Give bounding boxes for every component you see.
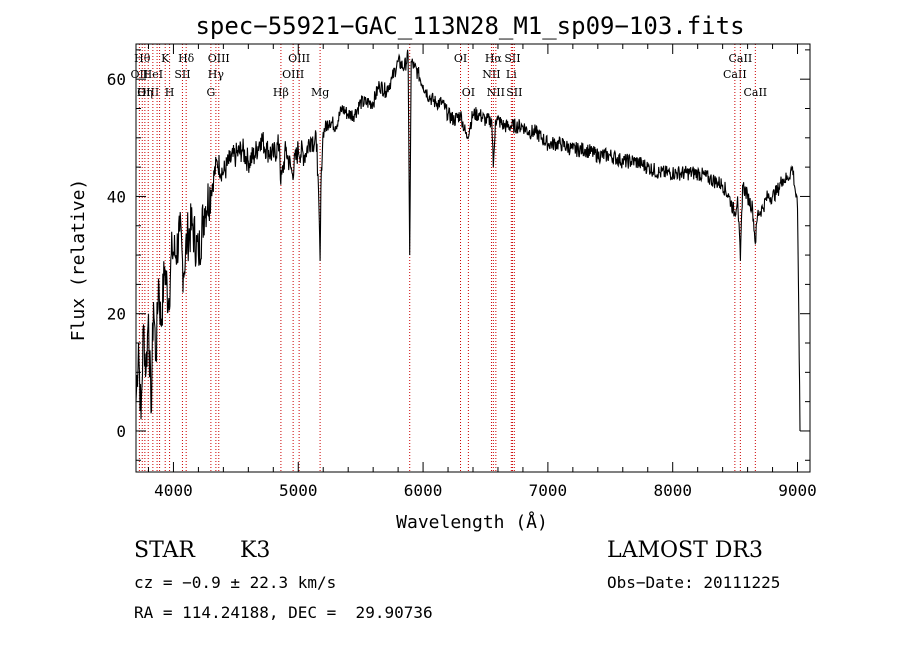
line-marker-label: CaII	[743, 86, 767, 99]
line-marker-label: Hθ	[134, 52, 151, 65]
axes: 4000 5000 6000 7000 8000 9000 0 20 40 60	[107, 44, 817, 500]
object-subclass: K3	[240, 538, 271, 563]
x-tick-label: 8000	[653, 481, 692, 500]
spectral-line-markers: OIIHθHηOIIIHeIKHSIIHδGHγOIIIHβOIIIOIIIMg…	[131, 44, 767, 472]
x-tick-label: 4000	[154, 481, 193, 500]
line-marker-label: CaII	[729, 52, 753, 65]
line-marker-label: OII	[131, 68, 149, 81]
line-marker-label: HeI	[143, 68, 163, 81]
x-tick-label: 6000	[404, 481, 443, 500]
line-marker-label: OIII	[137, 86, 159, 99]
object-class: STAR	[134, 538, 195, 563]
line-marker-label: Li	[506, 68, 517, 81]
line-marker-label: Hγ	[208, 68, 225, 81]
x-axis-label: Wavelength (Å)	[396, 511, 548, 533]
line-marker-label: SII	[504, 52, 520, 65]
line-marker-label: Mg	[311, 86, 329, 99]
x-tick-label: 7000	[529, 481, 568, 500]
line-marker-label: NII	[487, 86, 505, 99]
line-marker-label: SII	[174, 68, 190, 81]
line-marker-label: SII	[506, 86, 522, 99]
redshift-velocity: cz = −0.9 ± 22.3 km/s	[134, 573, 337, 592]
line-marker-label: OIII	[288, 52, 310, 65]
line-marker-label: G	[206, 86, 215, 99]
line-marker-label: NII	[482, 68, 500, 81]
y-tick-label: 40	[107, 187, 126, 206]
line-marker-label: Hδ	[178, 52, 195, 65]
line-marker-label: OI	[462, 86, 475, 99]
line-marker-label: H	[165, 86, 175, 99]
y-tick-label: 60	[107, 70, 126, 89]
observation-date: Obs−Date: 20111225	[607, 573, 781, 592]
y-axis-label: Flux (relative)	[68, 179, 89, 342]
x-tick-label: 5000	[279, 481, 318, 500]
line-marker-label: Hα	[485, 52, 503, 65]
chart-title: spec−55921−GAC_113N28_M1_sp09−103.fits	[195, 12, 744, 40]
line-marker-label: Hη	[137, 86, 153, 99]
y-tick-label: 20	[107, 305, 126, 324]
line-marker-label: CaII	[723, 68, 747, 81]
x-tick-label: 9000	[778, 481, 817, 500]
coordinates: RA = 114.24188, DEC = 29.90736	[134, 603, 433, 622]
survey-name: LAMOST DR3	[607, 538, 763, 563]
line-marker-label: Hβ	[273, 86, 289, 99]
spectrum-series	[135, 49, 801, 432]
y-tick-label: 0	[116, 422, 126, 441]
line-marker-label: K	[161, 52, 170, 65]
line-marker-label: OIII	[208, 52, 230, 65]
line-marker-label: OI	[454, 52, 467, 65]
plot-frame	[135, 43, 811, 473]
line-marker-label: OIII	[282, 68, 304, 81]
spectrum-line	[135, 49, 801, 432]
